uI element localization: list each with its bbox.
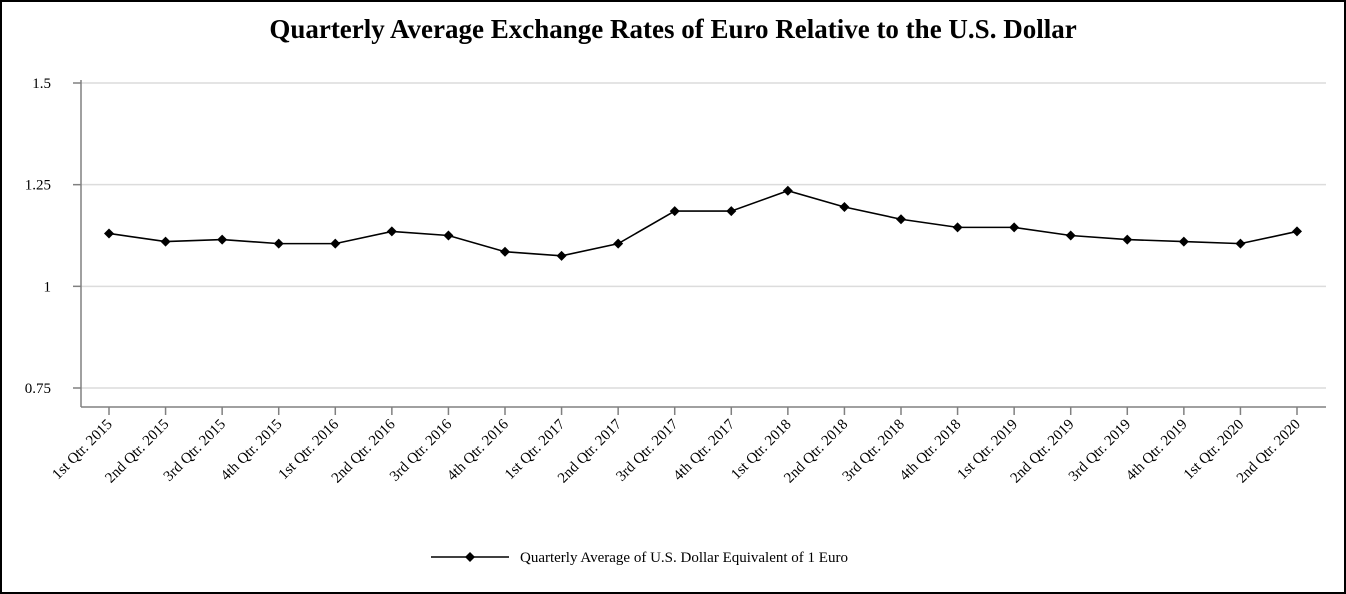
data-point-marker bbox=[669, 206, 680, 217]
data-point-marker bbox=[1009, 222, 1020, 233]
data-point-marker bbox=[273, 238, 284, 249]
y-tick-label: 1.5 bbox=[32, 76, 51, 92]
x-tick-label: 4th Qtr. 2018 bbox=[897, 417, 965, 485]
data-point-marker bbox=[1178, 236, 1189, 247]
data-point-marker bbox=[500, 246, 510, 257]
data-point-marker bbox=[839, 202, 850, 213]
series-line bbox=[108, 189, 1298, 257]
data-point-marker bbox=[160, 236, 171, 247]
y-tick-label: 1 bbox=[44, 279, 52, 295]
data-point-marker bbox=[1235, 238, 1246, 249]
data-point-marker bbox=[443, 230, 454, 241]
data-point-marker bbox=[1122, 234, 1133, 245]
chart-title: Quarterly Average Exchange Rates of Euro… bbox=[269, 14, 1077, 44]
x-tick-label: 4th Qtr. 2015 bbox=[218, 417, 286, 485]
data-point-marker bbox=[896, 214, 906, 225]
data-point-marker bbox=[613, 238, 624, 249]
x-tick-label: 4th Qtr. 2016 bbox=[444, 416, 512, 484]
data-point-marker bbox=[386, 226, 397, 237]
legend: Quarterly Average of U.S. Dollar Equival… bbox=[431, 550, 848, 566]
data-point-marker bbox=[1065, 230, 1076, 241]
x-tick-label: 4th Qtr. 2019 bbox=[1123, 417, 1191, 485]
x-tick-label: 4th Qtr. 2017 bbox=[671, 416, 739, 484]
gridlines bbox=[81, 82, 1326, 389]
y-tick-label: 0.75 bbox=[25, 381, 51, 397]
series-layer bbox=[104, 185, 1302, 261]
legend-marker bbox=[465, 552, 475, 562]
y-tick-label: 1.25 bbox=[25, 178, 51, 194]
data-point-marker bbox=[104, 228, 114, 239]
y-tick-labels: 0.75 1 1.25 1.5 bbox=[25, 76, 51, 397]
axes bbox=[73, 80, 1326, 415]
legend-label: Quarterly Average of U.S. Dollar Equival… bbox=[520, 550, 848, 566]
data-point-marker bbox=[952, 222, 963, 233]
data-point-marker bbox=[1292, 226, 1302, 237]
data-point-marker bbox=[330, 238, 341, 249]
data-point-marker bbox=[782, 185, 793, 196]
data-point-marker bbox=[217, 234, 228, 245]
data-point-marker bbox=[556, 250, 567, 261]
data-point-marker bbox=[726, 206, 737, 217]
